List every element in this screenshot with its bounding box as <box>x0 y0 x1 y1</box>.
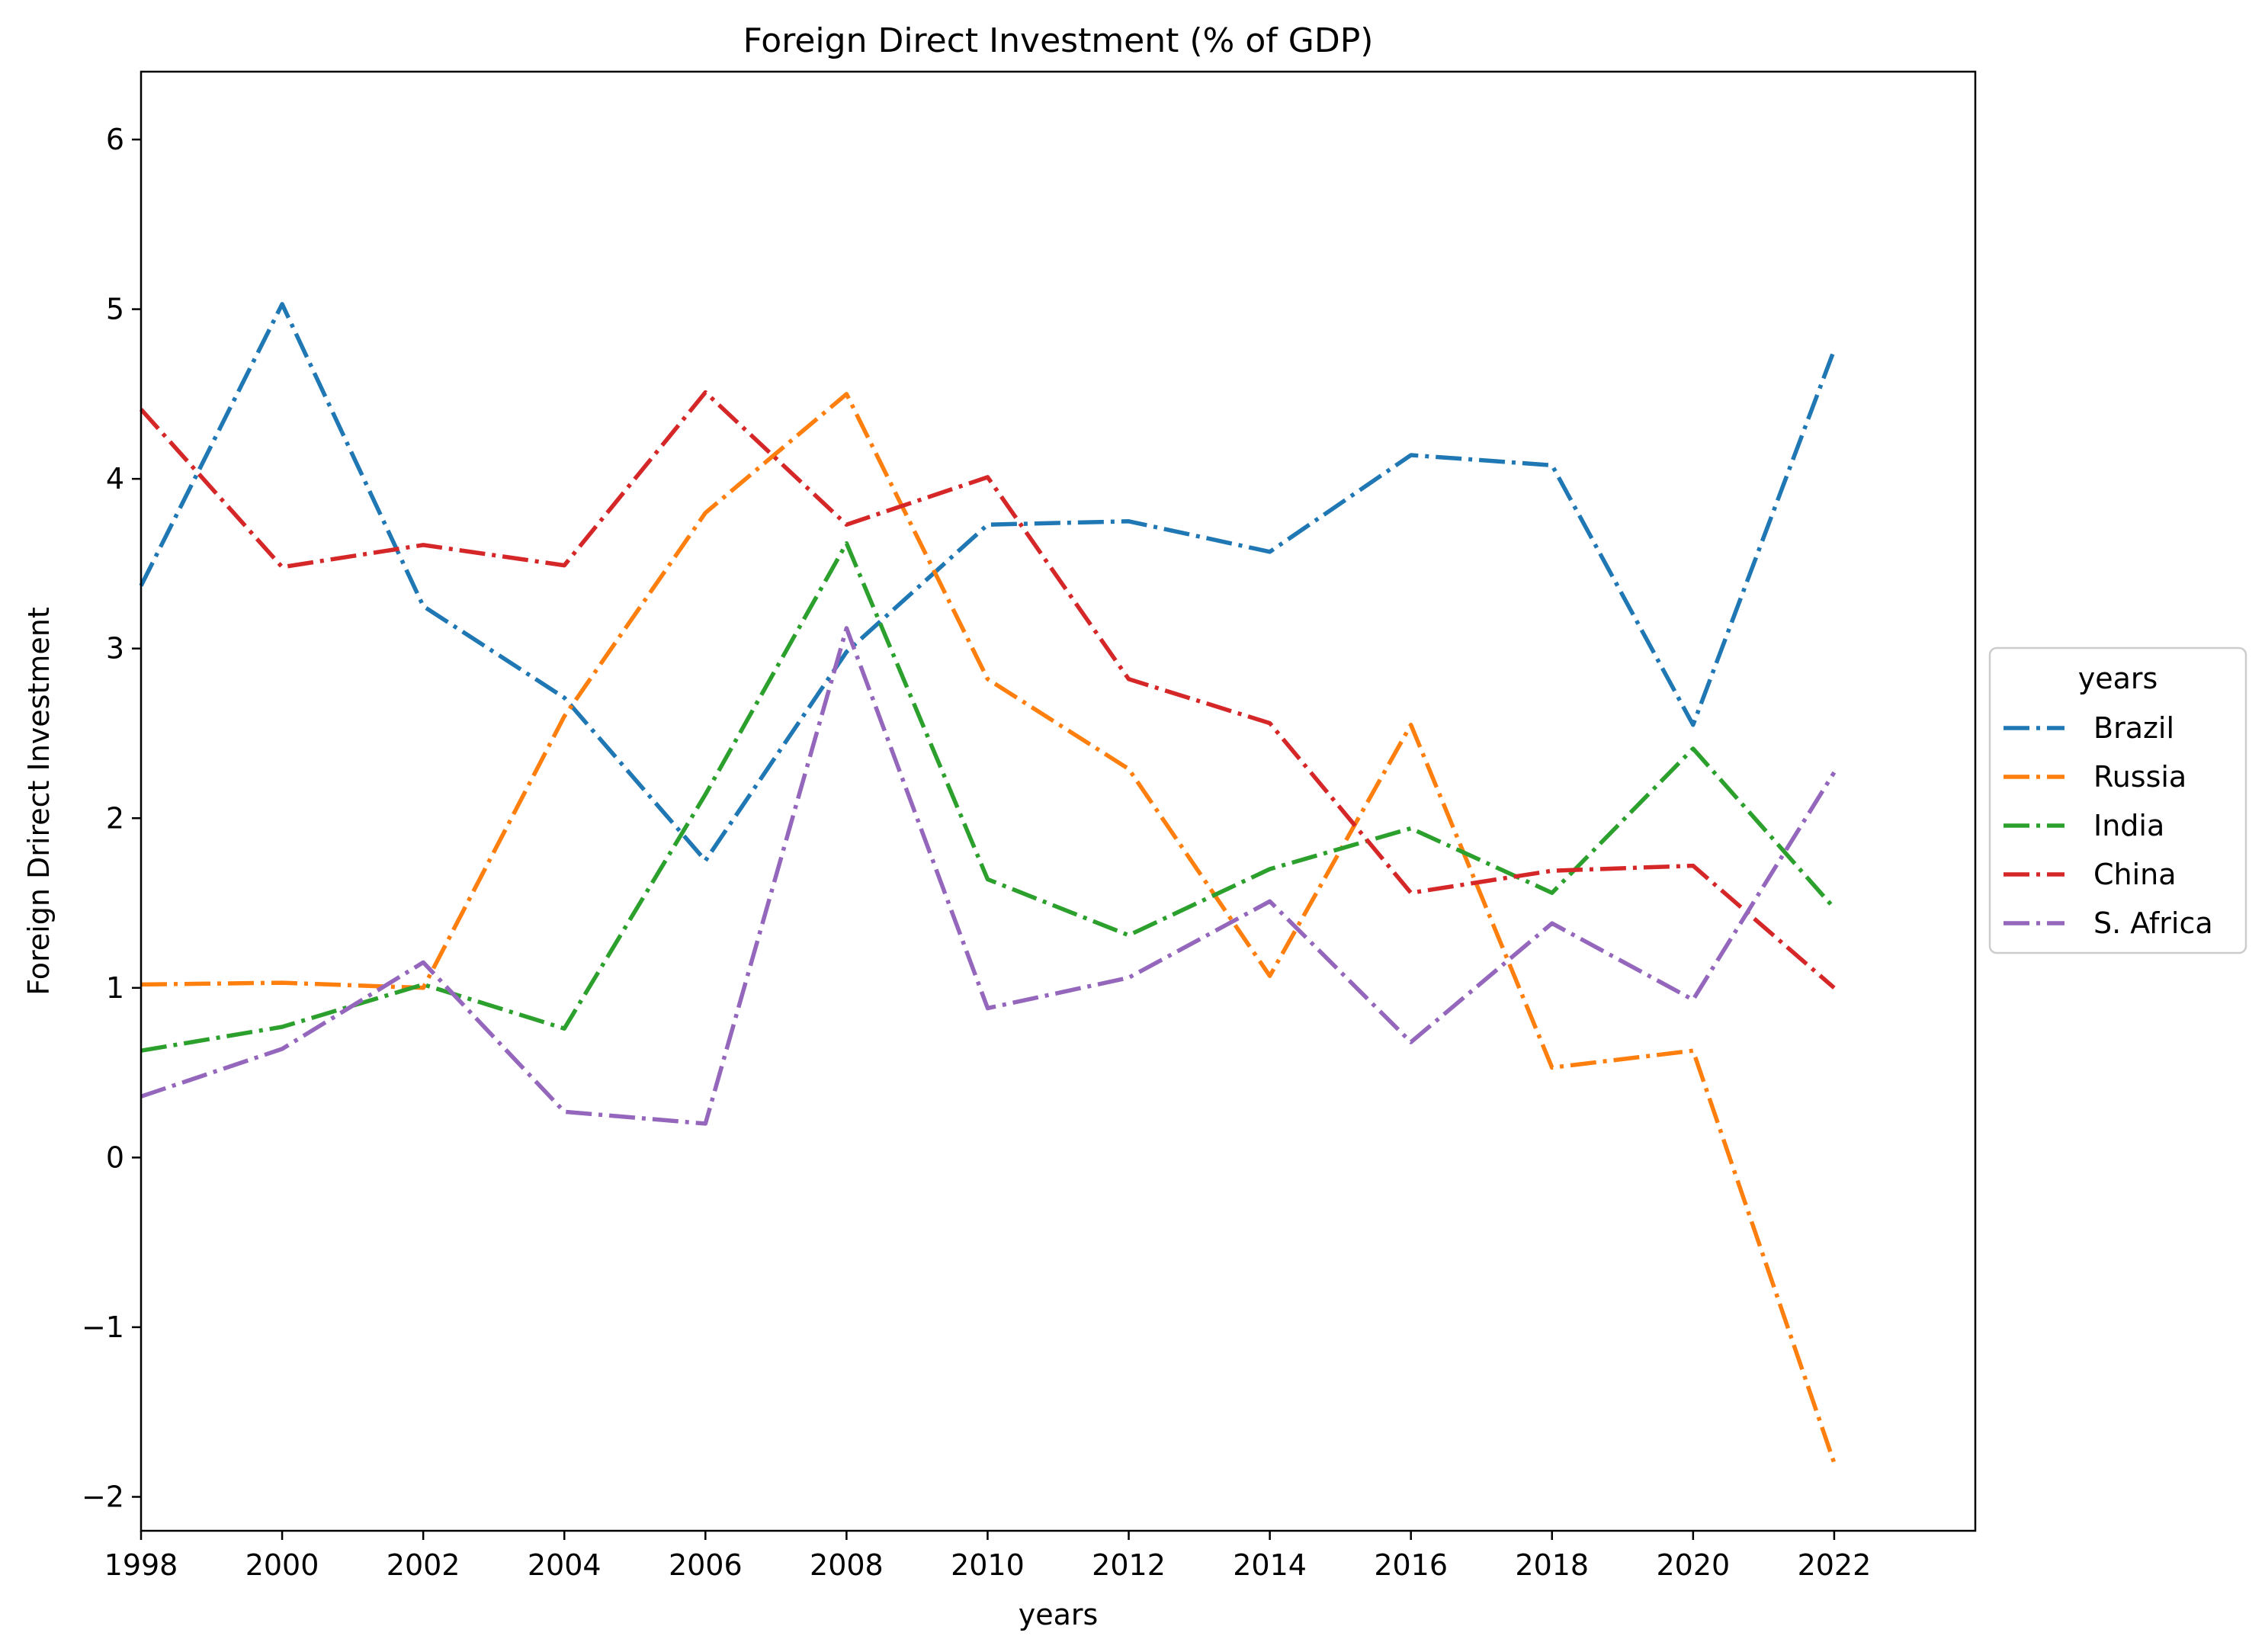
legend-items: Brazil Russia India China S. Africa <box>2004 711 2213 940</box>
x-axis-label: years <box>1019 1598 1099 1631</box>
series-line-russia <box>140 392 1837 1464</box>
x-tick-label: 2020 <box>1656 1548 1730 1582</box>
legend-label-russia: Russia <box>2093 760 2186 794</box>
y-tick-label: −1 <box>82 1310 124 1344</box>
y-tick-label: −2 <box>82 1480 124 1513</box>
chart-title: Foreign Direct Investment (% of GDP) <box>743 21 1374 60</box>
x-tick-label: 2010 <box>951 1548 1025 1582</box>
y-tick-label: 0 <box>106 1140 124 1174</box>
y-axis-label: Foreign Drirect Investment <box>22 607 56 995</box>
x-tick-label: 2002 <box>387 1548 460 1582</box>
series-line-s-africa <box>140 626 1837 1126</box>
x-axis-ticks: 1998 2000 2002 2004 2006 2008 2010 2012 2014 2016… <box>104 1531 1872 1582</box>
x-tick-label: 2004 <box>528 1548 602 1582</box>
x-tick-label: 2022 <box>1798 1548 1872 1582</box>
y-tick-label: 4 <box>106 462 124 496</box>
x-tick-label: 2000 <box>245 1548 319 1582</box>
legend-box <box>1988 646 2247 954</box>
x-tick-label: 2018 <box>1515 1548 1589 1582</box>
y-tick-label: 3 <box>106 632 124 666</box>
legend-label-brazil: Brazil <box>2093 711 2174 745</box>
x-tick-label: 2012 <box>1092 1548 1166 1582</box>
y-tick-label: 2 <box>106 801 124 835</box>
series-line-india <box>140 541 1836 1053</box>
y-tick-label: 1 <box>106 971 124 1005</box>
legend-label-s-africa: S. Africa <box>2093 906 2213 940</box>
legend-label-india: India <box>2093 809 2164 842</box>
legend: years Brazil Russia India China S. Africa <box>1988 646 2247 954</box>
x-tick-label: 2014 <box>1233 1548 1307 1582</box>
y-axis-ticks: −2 −1 0 1 2 3 4 5 6 <box>82 123 141 1513</box>
y-tick-label: 5 <box>106 293 124 326</box>
x-tick-label: 1998 <box>104 1548 178 1582</box>
series-line-china <box>139 390 1836 990</box>
series-layer <box>139 302 1837 1464</box>
legend-title: years <box>2078 662 2158 695</box>
x-tick-label: 2006 <box>669 1548 743 1582</box>
x-tick-label: 2016 <box>1374 1548 1448 1582</box>
legend-label-china: China <box>2093 858 2177 891</box>
x-tick-label: 2008 <box>810 1548 884 1582</box>
y-tick-label: 6 <box>106 123 124 156</box>
plot-area-frame <box>140 70 1977 1532</box>
